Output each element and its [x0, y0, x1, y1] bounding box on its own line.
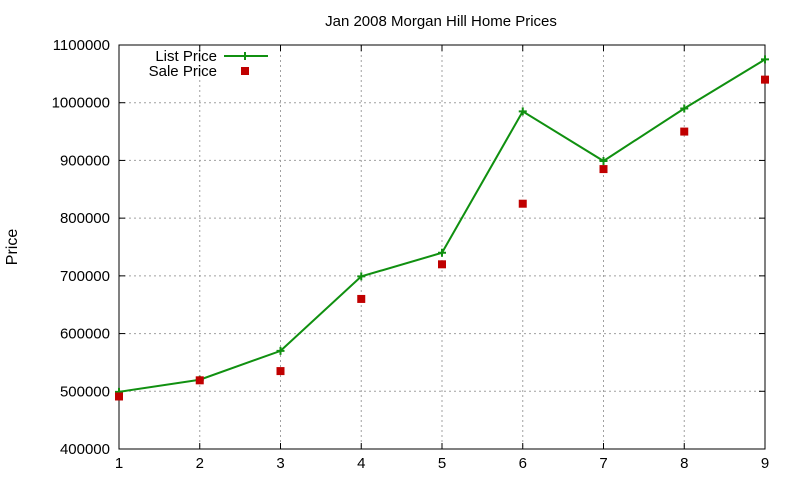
y-tick-label: 1100000	[53, 37, 110, 54]
y-tick-label: 800000	[60, 210, 110, 227]
y-tick-label: 600000	[60, 326, 110, 343]
sale-price-point	[438, 260, 446, 269]
sale-price-point	[680, 127, 689, 136]
x-tick-label: 1	[115, 455, 123, 472]
list-price-point	[438, 248, 446, 257]
legend: List Price Sale Price	[149, 48, 268, 80]
sale-price-point	[357, 294, 366, 303]
sale-price-point	[599, 165, 608, 174]
x-tick-label: 4	[357, 455, 365, 472]
list-price-point	[357, 272, 366, 281]
list-price-point	[761, 55, 769, 64]
y-axis-label: Price	[4, 229, 21, 266]
y-tick-label: 700000	[60, 268, 110, 285]
y-tick-label: 900000	[60, 152, 110, 169]
sale-price-point	[115, 392, 123, 401]
y-axis-ticks: 400000 500000 600000 700000 800000 900000 1000…	[52, 37, 765, 458]
sale-price-point	[761, 75, 769, 84]
x-tick-label: 6	[519, 455, 527, 472]
grid-lines	[119, 45, 765, 449]
y-tick-label: 400000	[60, 441, 110, 458]
x-tick-label: 8	[680, 455, 688, 472]
list-price-point	[518, 107, 527, 116]
sale-price-point	[276, 367, 285, 376]
x-tick-label: 7	[599, 455, 607, 472]
sale-price-point	[518, 199, 527, 208]
x-tick-label: 9	[761, 455, 769, 472]
x-axis-ticks: 1 2 3 4 5 6 7 8 9	[115, 45, 769, 472]
chart-title: Jan 2008 Morgan Hill Home Prices	[325, 13, 557, 30]
list-price-point	[599, 157, 608, 166]
legend-marker-list-price	[241, 52, 249, 60]
series-layer	[115, 55, 769, 401]
list-price-point	[276, 346, 285, 355]
x-tick-label: 3	[276, 455, 284, 472]
x-tick-label: 5	[438, 455, 446, 472]
legend-label-list-price: List Price	[155, 48, 217, 65]
legend-marker-sale-price	[241, 67, 249, 75]
legend-label-sale-price: Sale Price	[149, 63, 217, 80]
y-tick-label: 1000000	[52, 95, 110, 112]
x-tick-label: 2	[196, 455, 204, 472]
y-tick-label: 500000	[60, 383, 110, 400]
list-price-point	[680, 104, 689, 113]
sale-price-point	[195, 376, 204, 385]
